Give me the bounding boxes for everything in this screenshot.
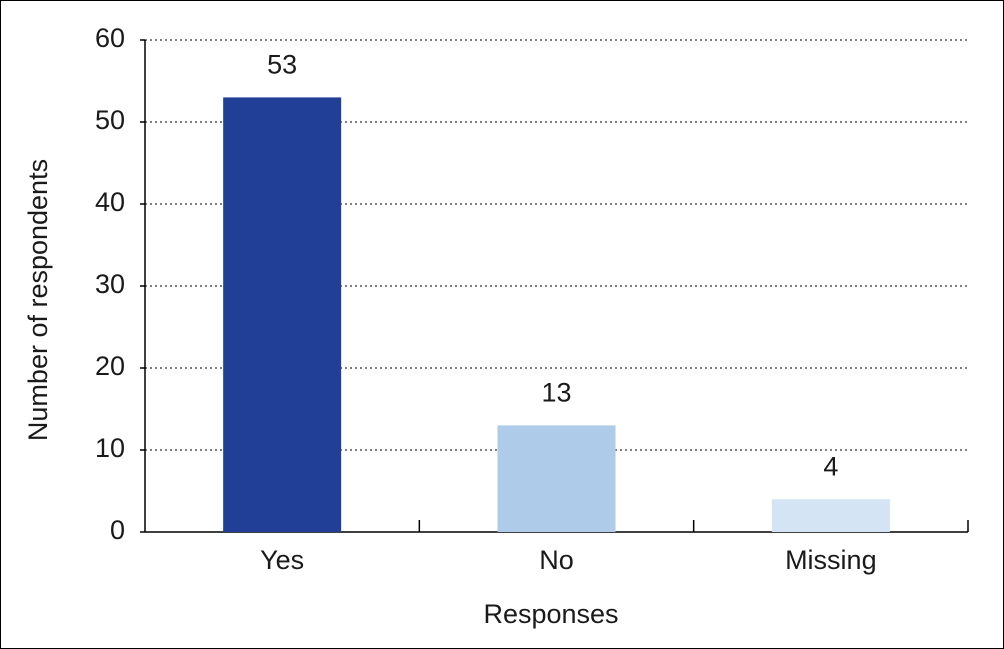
x-tick-label: Yes (260, 545, 304, 575)
x-tick-label: No (539, 545, 574, 575)
x-tick-label: Missing (785, 545, 877, 575)
bar (223, 97, 342, 533)
bar (771, 499, 890, 532)
data-label: 13 (541, 378, 571, 408)
y-axis-title: Number of respondents (23, 159, 53, 441)
y-tick-label: 10 (95, 433, 125, 463)
bar (497, 425, 616, 532)
y-tick-label: 20 (95, 351, 125, 381)
y-tick-label: 60 (95, 23, 125, 53)
data-label: 4 (823, 451, 838, 481)
data-label: 53 (267, 50, 297, 80)
x-axis-title: Responses (483, 599, 618, 629)
y-tick-label: 30 (95, 269, 125, 299)
y-tick-label: 0 (110, 515, 125, 545)
y-tick-label: 50 (95, 105, 125, 135)
y-tick-label: 40 (95, 187, 125, 217)
